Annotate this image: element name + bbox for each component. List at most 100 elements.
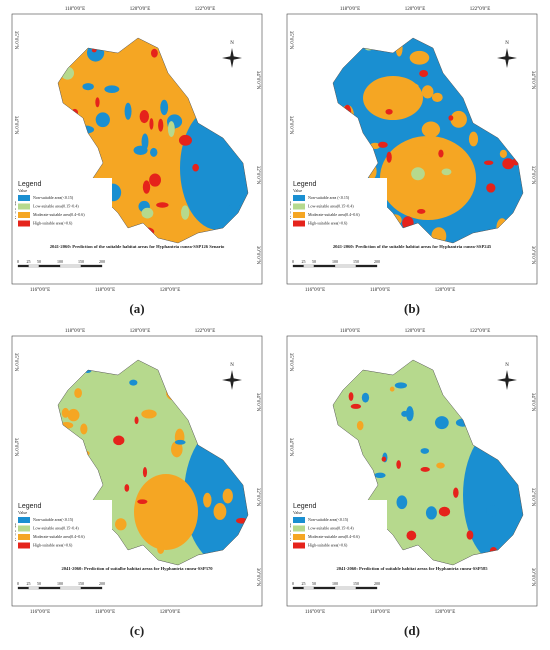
zone	[413, 147, 432, 155]
zone	[401, 410, 409, 417]
zone	[409, 50, 430, 65]
right-lat-label: 32°0'0"N	[255, 166, 260, 185]
zone	[150, 48, 158, 58]
compass	[222, 48, 242, 68]
legend-label: Non-suitable area(<0.15)	[33, 517, 74, 522]
right-lat-label: 34°0'0"N	[530, 71, 535, 90]
scale-bar	[303, 264, 315, 268]
bottom-lon-label: 118°0'0"E	[95, 288, 115, 293]
legend-subtitle: Value	[18, 510, 27, 515]
zone	[115, 518, 127, 531]
zone	[124, 484, 130, 492]
legend-swatch	[18, 542, 30, 549]
scale-label: 50	[37, 581, 41, 586]
compass	[497, 370, 517, 390]
zone	[149, 118, 154, 130]
zone	[396, 460, 401, 469]
scale-label: 100	[332, 259, 338, 264]
zone	[411, 167, 425, 181]
legend-label: Low-suitable area(0.15~0.4)	[308, 525, 354, 530]
zone	[142, 467, 148, 478]
right-lat-label: 30°0'0"N	[530, 568, 535, 587]
left-lat-label: 35°0'0"N	[13, 353, 18, 372]
zone	[361, 392, 370, 403]
scale-label: 150	[78, 259, 84, 264]
scale-bar	[17, 264, 29, 268]
zone	[483, 160, 494, 166]
scale-bar	[313, 264, 336, 268]
legend-swatch	[293, 220, 305, 227]
scale-label: 0	[17, 259, 19, 264]
zone	[378, 141, 388, 148]
zone	[374, 472, 386, 479]
legend-swatch	[293, 203, 305, 210]
right-lat-label: 32°0'0"N	[255, 488, 260, 507]
compass-north: N	[230, 363, 234, 368]
legend-swatch	[293, 212, 305, 218]
zone	[149, 173, 161, 187]
zone	[396, 495, 408, 510]
compass	[497, 48, 517, 68]
zone	[463, 425, 523, 565]
zone	[453, 487, 459, 498]
scale-label: 150	[353, 259, 359, 264]
top-lon-label: 118°0'0"E	[340, 7, 360, 12]
legend-swatch	[18, 195, 30, 201]
legend-swatch	[293, 525, 305, 532]
scale-label: 100	[57, 259, 63, 264]
right-lat-label: 30°0'0"N	[255, 246, 260, 265]
zone	[385, 108, 393, 115]
scale-bar	[355, 264, 378, 268]
zone	[499, 149, 508, 158]
top-lon-label: 120°0'0"E	[130, 329, 151, 334]
left-lat-label: 32°0'0"N	[13, 201, 18, 220]
zone	[438, 149, 444, 158]
legend-swatch	[293, 534, 305, 540]
zone	[419, 69, 429, 78]
zone	[141, 409, 157, 419]
scale-label: 50	[312, 259, 316, 264]
zone	[356, 420, 364, 431]
right-lat-label: 34°0'0"N	[255, 71, 260, 90]
zone	[124, 102, 132, 120]
top-lon-label: 118°0'0"E	[65, 329, 85, 334]
legend-swatch	[18, 525, 30, 532]
map-caption: 2041-2060: Prediction of suitable habita…	[336, 566, 488, 571]
left-lat-label: 34°0'0"N	[13, 116, 18, 135]
zone	[407, 83, 419, 90]
legend-box	[291, 178, 387, 230]
scale-bar	[80, 586, 103, 590]
legend-title: Legend	[18, 181, 41, 188]
bottom-lon-label: 116°0'0"E	[305, 288, 325, 293]
zone	[363, 76, 423, 120]
compass	[222, 370, 242, 390]
zone	[95, 112, 110, 128]
zone	[406, 530, 417, 541]
zone	[142, 180, 151, 194]
left-lat-label: 32°0'0"N	[288, 523, 293, 542]
top-lon-label: 122°0'0"E	[470, 7, 491, 12]
legend-subtitle: Value	[293, 510, 302, 515]
scale-bar	[303, 586, 315, 590]
zone	[74, 388, 82, 399]
legend-label: Non-suitable area(<0.15)	[308, 517, 349, 522]
scale-label: 50	[312, 581, 316, 586]
legend-box	[16, 178, 112, 230]
scale-label: 0	[17, 581, 19, 586]
map-caption: 2041-2060: Prediction of the suitable ha…	[333, 244, 492, 249]
bottom-lon-label: 118°0'0"E	[370, 288, 390, 293]
map-panel: 118°0'0"E 120°0'0"E 122°0'0"E 116°0'0"E 118°…	[11, 329, 263, 638]
zone	[348, 392, 354, 401]
scale-label: 0	[292, 581, 294, 586]
right-lat-label: 30°0'0"N	[530, 246, 535, 265]
scale-label: 100	[332, 581, 338, 586]
left-lat-label: 35°0'0"N	[288, 31, 293, 50]
zone	[133, 145, 148, 155]
zone	[139, 110, 150, 124]
scale-label: 150	[78, 581, 84, 586]
bottom-lon-label: 116°0'0"E	[30, 610, 50, 615]
zone	[167, 121, 175, 137]
scale-bar	[38, 264, 61, 268]
scale-bar	[80, 264, 103, 268]
